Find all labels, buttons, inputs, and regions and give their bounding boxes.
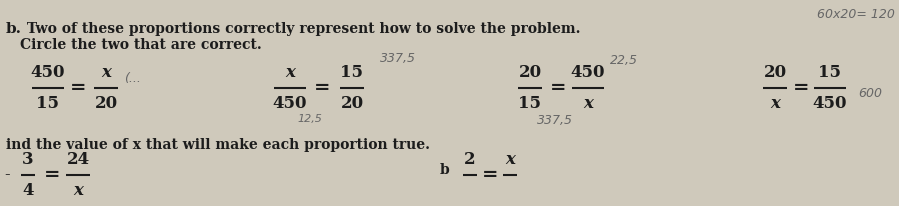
Text: 15: 15 xyxy=(37,95,59,112)
Text: 24: 24 xyxy=(67,151,90,168)
Text: 450: 450 xyxy=(813,95,847,112)
Text: 450: 450 xyxy=(571,64,605,81)
Text: (...: (... xyxy=(124,71,141,84)
Text: =: = xyxy=(482,166,498,184)
Text: 15: 15 xyxy=(341,64,363,81)
Text: 3: 3 xyxy=(22,151,34,168)
Text: 22,5: 22,5 xyxy=(610,54,638,67)
Text: Circle the two that are correct.: Circle the two that are correct. xyxy=(20,38,262,52)
Text: 20: 20 xyxy=(519,64,541,81)
Text: Two of these proportions correctly represent how to solve the problem.: Two of these proportions correctly repre… xyxy=(22,22,581,36)
Text: 600: 600 xyxy=(858,87,882,99)
Text: x: x xyxy=(101,64,111,81)
Text: =: = xyxy=(793,79,809,97)
Text: 20: 20 xyxy=(341,95,363,112)
Text: x: x xyxy=(285,64,295,81)
Text: =: = xyxy=(550,79,566,97)
Text: 450: 450 xyxy=(31,64,66,81)
Text: 15: 15 xyxy=(519,95,541,112)
Text: 15: 15 xyxy=(818,64,841,81)
Text: 4: 4 xyxy=(22,182,34,199)
Text: -: - xyxy=(4,166,10,184)
Text: 337,5: 337,5 xyxy=(537,114,573,127)
Text: 20: 20 xyxy=(94,95,118,112)
Text: x: x xyxy=(583,95,593,112)
Text: =: = xyxy=(314,79,330,97)
Text: 337,5: 337,5 xyxy=(380,52,416,64)
Text: b: b xyxy=(440,163,450,177)
Text: x: x xyxy=(505,151,515,168)
Text: x: x xyxy=(73,182,83,199)
Text: 2: 2 xyxy=(464,151,476,168)
Text: ind the value of x that will make each proportion true.: ind the value of x that will make each p… xyxy=(6,138,430,152)
Text: b.: b. xyxy=(6,22,22,36)
Text: 20: 20 xyxy=(763,64,787,81)
Text: x: x xyxy=(770,95,780,112)
Text: =: = xyxy=(70,79,86,97)
Text: 60x20= 120: 60x20= 120 xyxy=(817,8,895,21)
Text: 450: 450 xyxy=(272,95,307,112)
Text: 12,5: 12,5 xyxy=(298,114,323,124)
Text: =: = xyxy=(44,166,60,184)
